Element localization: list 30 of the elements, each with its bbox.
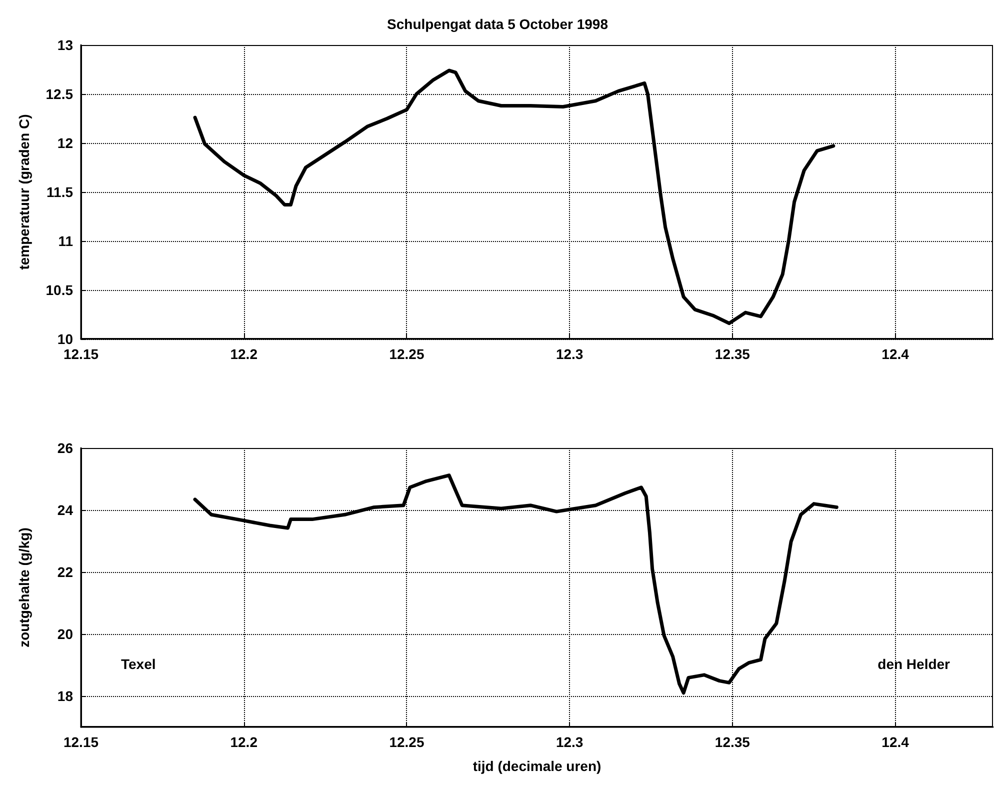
x-tick-label: 12.15 (63, 734, 99, 750)
x-tick-label: 12.2 (230, 346, 258, 362)
x-tick-label: 12.35 (714, 734, 750, 750)
y-tick-label: 10.5 (46, 282, 74, 298)
y-tick-label: 18 (57, 688, 74, 704)
x-tick-label: 12.25 (389, 734, 424, 750)
x-tick-label: 12.4 (882, 346, 910, 362)
chart-title: Schulpengat data 5 October 1998 (387, 16, 608, 32)
y-tick-label: 11 (58, 233, 74, 249)
y-tick-label: 11.5 (46, 184, 74, 200)
x-tick-label: 12.2 (230, 734, 258, 750)
x-tick-label: 12.25 (389, 346, 424, 362)
y-axis-title: zoutgehalte (g/kg) (16, 528, 32, 648)
y-tick-label: 12.5 (46, 86, 74, 102)
y-axis-title: temperatuur (graden C) (16, 114, 32, 270)
annotation: Texel (121, 656, 156, 672)
annotation: den Helder (878, 656, 951, 672)
x-axis-title: tijd (decimale uren) (472, 758, 602, 774)
y-tick-label: 10 (57, 331, 74, 347)
x-tick-label: 12.3 (556, 346, 584, 362)
y-tick-label: 22 (57, 564, 74, 580)
x-tick-label: 12.15 (63, 346, 99, 362)
y-tick-label: 13 (57, 37, 74, 53)
x-tick-label: 12.4 (882, 734, 910, 750)
x-tick-label: 12.35 (714, 346, 750, 362)
y-tick-label: 12 (57, 135, 74, 151)
y-tick-label: 26 (57, 440, 74, 456)
y-tick-label: 24 (57, 502, 74, 518)
x-tick-label: 12.3 (556, 734, 584, 750)
y-tick-label: 20 (57, 626, 74, 642)
